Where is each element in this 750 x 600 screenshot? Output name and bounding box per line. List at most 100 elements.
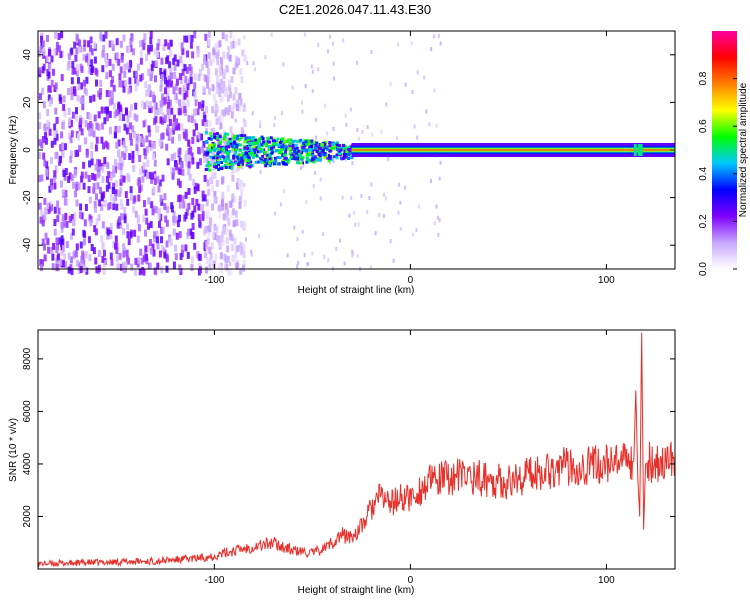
heatmap-cell: [118, 80, 122, 88]
heatmap-cell: [151, 243, 155, 251]
heatmap-cell: [148, 90, 152, 98]
heatmap-cell: [106, 142, 110, 150]
heatmap-cell: [278, 141, 282, 145]
heatmap-cell: [259, 156, 262, 160]
heatmap-cell: [167, 75, 171, 83]
heatmap-cell: [236, 157, 240, 161]
heatmap-cell: [245, 237, 247, 242]
heatmap-cell: [43, 254, 47, 262]
heatmap-cell: [226, 245, 230, 253]
heatmap-cell: [111, 76, 115, 83]
heatmap-cell: [70, 86, 73, 94]
heatmap-cell: [183, 92, 187, 100]
heatmap-cell: [153, 267, 157, 275]
heatmap-cell: [203, 155, 207, 163]
heatmap-cell: [315, 117, 318, 122]
heatmap-cell: [258, 137, 262, 141]
heatmap-cell: [186, 83, 190, 91]
heatmap-cell: [160, 74, 164, 82]
colorbar-tick-label: 0.2: [698, 214, 709, 228]
heatmap-cell: [151, 208, 155, 216]
heatmap-cell: [124, 191, 128, 199]
heatmap-cell: [214, 165, 218, 168]
heatmap-cell: [159, 194, 163, 202]
heatmap-cell: [239, 153, 243, 157]
heatmap-cell: [115, 141, 119, 149]
heatmap-cell: [71, 67, 75, 75]
heatmap-cell: [121, 151, 124, 159]
heatmap-cell: [327, 49, 329, 54]
heatmap-cell: [55, 246, 59, 253]
heatmap-cell: [129, 186, 133, 194]
heatmap-cell: [218, 90, 222, 97]
heatmap-cell: [79, 261, 83, 269]
heatmap-cell: [251, 155, 255, 159]
heatmap-cell: [321, 148, 325, 152]
heatmap-cell: [187, 188, 191, 195]
heatmap-cell: [63, 220, 66, 228]
heatmap-cell: [127, 87, 131, 95]
heatmap-cell: [208, 120, 212, 128]
heatmap-cell: [126, 115, 130, 123]
colorbar: 0.00.20.40.60.8 Normalized spectral ampl…: [698, 31, 749, 276]
heatmap-cell: [291, 143, 295, 147]
colorbar-label: Normalized spectral amplitude: [738, 82, 749, 217]
heatmap-cell: [207, 160, 211, 164]
heatmap-cell: [185, 35, 189, 43]
heatmap-cell: [206, 151, 210, 155]
heatmap-cell: [225, 214, 229, 222]
heatmap-cell: [38, 139, 42, 147]
heatmap-cell: [47, 71, 51, 79]
heatmap-cell: [226, 142, 230, 146]
heatmap-cell: [315, 141, 319, 145]
heatmap-cell: [306, 156, 309, 160]
heatmap-cell: [173, 152, 177, 160]
heatmap-cell: [268, 157, 272, 161]
heatmap-cell: [347, 148, 351, 151]
heatmap-cell: [164, 87, 167, 95]
heatmap-cell: [53, 170, 57, 178]
heatmap-cell: [100, 106, 104, 114]
heatmap-cell: [172, 228, 176, 236]
heatmap-cell: [224, 264, 227, 269]
heatmap-cell: [323, 155, 327, 159]
heatmap-cell: [117, 58, 121, 66]
heatmap-cell: [208, 258, 212, 266]
heatmap-cell: [69, 155, 73, 163]
heatmap-cell: [311, 156, 315, 160]
heatmap-cell: [323, 146, 327, 150]
heatmap-cell: [94, 228, 98, 236]
heatmap-cell: [188, 64, 192, 71]
heatmap-cell: [158, 179, 162, 187]
heatmap-cell: [223, 69, 227, 77]
snr-series-line: [37, 332, 676, 568]
heatmap-cell: [242, 140, 246, 148]
heatmap-cell: [217, 263, 221, 271]
heatmap-cell: [136, 235, 140, 243]
heatmap-cell: [212, 48, 216, 56]
heatmap-cell: [88, 113, 92, 120]
heatmap-cell: [71, 228, 75, 236]
heatmap-cell: [137, 224, 141, 232]
heatmap-cell: [166, 206, 170, 214]
heatmap-cell: [302, 163, 305, 168]
heatmap-cell: [231, 166, 235, 174]
heatmap-cell: [249, 136, 253, 140]
heatmap-cell: [284, 162, 288, 166]
heatmap-cell: [260, 158, 264, 162]
heatmap-cell: [222, 213, 226, 221]
heatmap-cell: [199, 266, 202, 274]
heatmap-cell: [90, 158, 94, 166]
heatmap-cell: [208, 168, 212, 172]
heatmap-cell: [161, 93, 164, 101]
heatmap-cell: [175, 216, 179, 224]
heatmap-cell: [436, 215, 439, 220]
heatmap-cell: [228, 137, 232, 141]
heatmap-cell: [196, 108, 200, 116]
heatmap-cell: [276, 137, 280, 141]
heatmap-cell: [122, 34, 126, 42]
heatmap-cell: [276, 155, 280, 159]
heatmap-cell: [156, 43, 160, 51]
heatmap-cell: [356, 128, 359, 133]
heatmap-cell: [155, 236, 159, 244]
